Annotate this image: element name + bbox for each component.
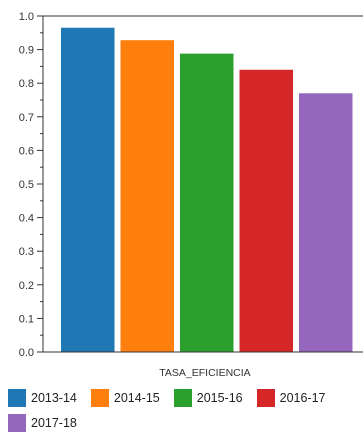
bar-2014-15 <box>120 40 174 352</box>
legend-label: 2014-15 <box>113 391 160 405</box>
x-axis-label: TASA_EFICIENCIA <box>159 367 250 379</box>
y-tick-label: 0.5 <box>19 179 34 191</box>
y-tick-label: 0.9 <box>19 45 34 57</box>
bar-2013-14 <box>61 27 115 352</box>
y-tick-label: 0.8 <box>19 78 34 90</box>
y-tick-label: 0.1 <box>19 313 34 325</box>
bar-2015-16 <box>180 53 234 353</box>
y-tick-label: 0.3 <box>19 246 34 258</box>
legend-swatch <box>256 389 275 407</box>
bars-group <box>61 27 353 353</box>
y-tick-label: 0.7 <box>19 112 34 124</box>
legend: 2013-14 2014-15 2015-16 2016-17 2017-18 <box>8 388 363 433</box>
legend-swatch <box>8 389 26 407</box>
legend-label: 2016-17 <box>279 391 326 405</box>
legend-item-2015-16: 2015-16 <box>173 388 243 408</box>
legend-swatch <box>8 414 26 432</box>
legend-label: 2015-16 <box>196 391 243 405</box>
legend-item-2013-14: 2013-14 <box>8 388 77 408</box>
legend-item-2016-17: 2016-17 <box>256 388 326 408</box>
y-axis: 0.0 0.1 0.2 0.3 0.4 0.5 0.6 0.7 0.8 0.9 1.0 <box>19 11 43 359</box>
y-tick-label: 1.0 <box>19 11 34 23</box>
legend-item-2017-18: 2017-18 <box>8 413 77 433</box>
y-tick-label: 0.2 <box>19 280 34 292</box>
y-tick-label: 0.4 <box>19 213 34 225</box>
legend-label: 2013-14 <box>31 391 77 405</box>
y-tick-label: 0.0 <box>19 347 34 359</box>
legend-swatch <box>90 389 109 407</box>
legend-swatch <box>173 389 192 407</box>
legend-label: 2017-18 <box>31 416 77 430</box>
legend-item-2014-15: 2014-15 <box>90 388 160 408</box>
bar-2016-17 <box>239 69 293 352</box>
y-tick-label: 0.6 <box>19 145 34 157</box>
bar-2017-18 <box>299 93 353 352</box>
